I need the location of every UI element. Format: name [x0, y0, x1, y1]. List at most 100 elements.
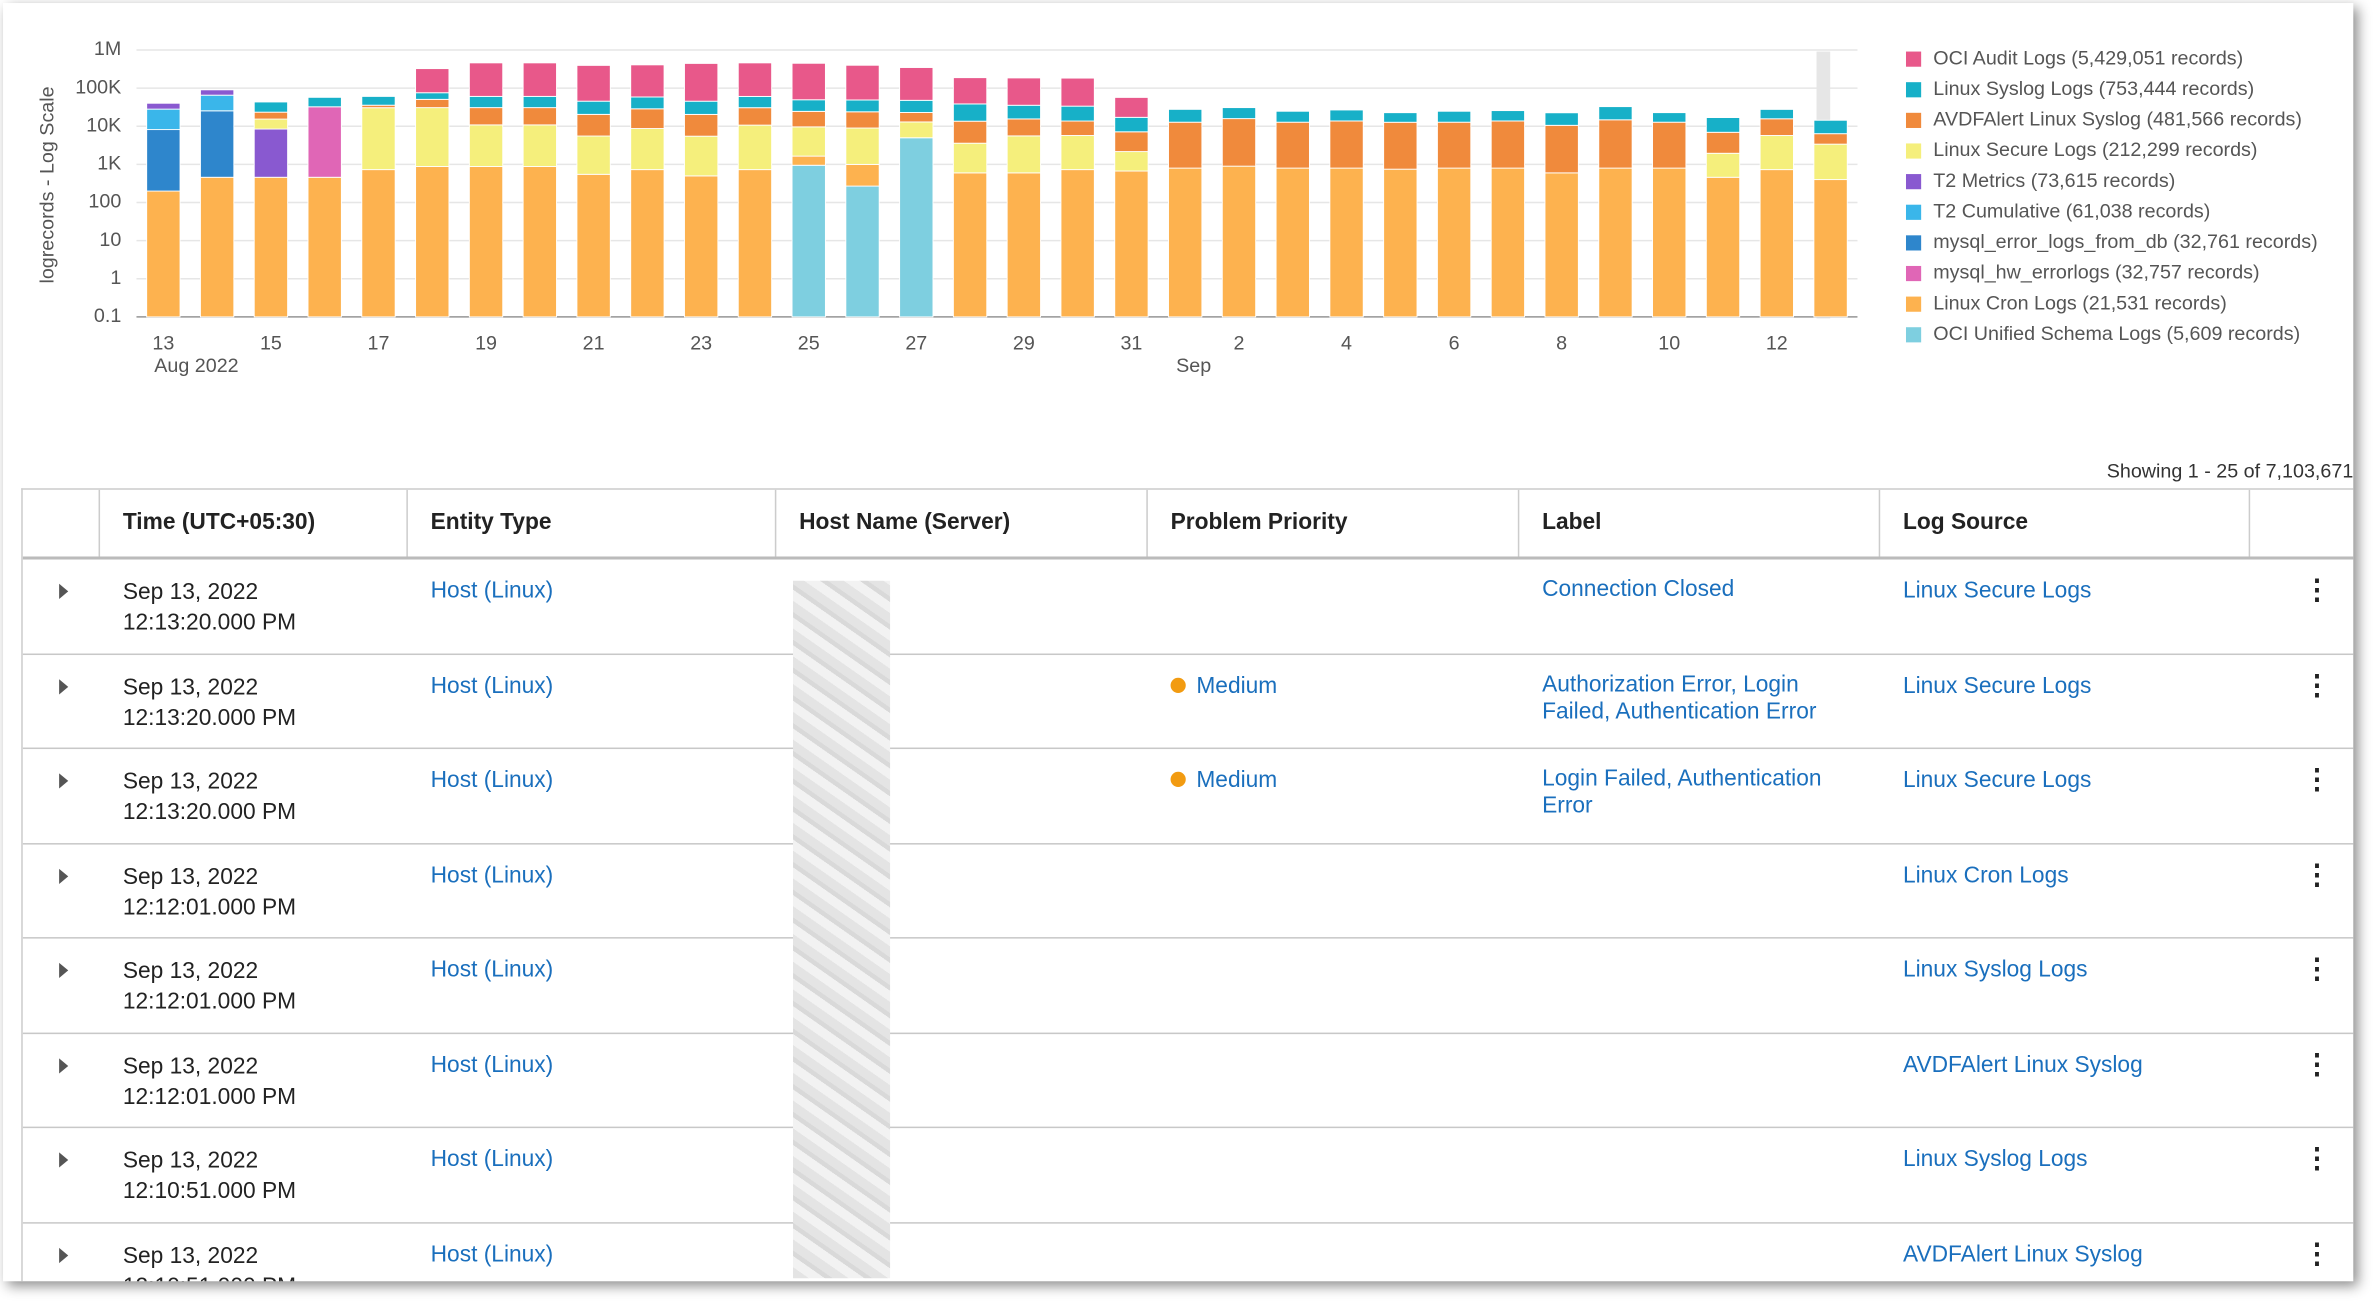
legend-label: mysql_error_logs_from_db (32,761 records… [1933, 231, 2317, 253]
log-source-link[interactable]: Linux Secure Logs [1902, 767, 2092, 794]
bar-segment [1436, 167, 1472, 318]
bar-segment [146, 102, 181, 110]
time-clock: 12:10:51.000 PM [122, 1178, 297, 1204]
column-separator [2248, 489, 2251, 557]
host-name-redacted [793, 580, 891, 1279]
log-source-link[interactable]: Linux Syslog Logs [1902, 1146, 2088, 1173]
legend-label: OCI Audit Logs (5,429,051 records) [1933, 47, 2243, 69]
expand-toggle[interactable] [59, 773, 69, 789]
log-source-link[interactable]: Linux Secure Logs [1902, 577, 2092, 604]
bar-segment [1813, 133, 1848, 145]
label-link[interactable]: Connection Closed [1542, 576, 1735, 602]
expand-toggle[interactable] [59, 1152, 69, 1168]
row-menu[interactable]: ⋮ [2303, 1048, 2331, 1079]
table-row: Sep 13, 2022 12:10:51.000 PM Host (Linux) L… [22, 1128, 2354, 1223]
bar-segment [1705, 117, 1741, 133]
label-link[interactable]: Authorization Error, Login Failed, Authe… [1542, 670, 1817, 725]
column-separator [406, 489, 408, 557]
log-source-link[interactable]: AVDFAlert Linux Syslog [1902, 1241, 2143, 1267]
column-header[interactable]: Problem Priority [1170, 509, 1348, 536]
table-row: Sep 13, 2022 12:12:01.000 PM Host (Linux) A… [22, 1033, 2354, 1129]
row-menu[interactable]: ⋮ [2303, 574, 2331, 606]
x-tick-label: 19 [475, 332, 497, 354]
priority-link[interactable]: Medium [1170, 671, 1277, 701]
bar-segment [1490, 110, 1526, 122]
bar-segment [307, 96, 342, 108]
expand-toggle[interactable] [59, 962, 69, 979]
y-tick-label: 100 [88, 191, 121, 213]
row-menu[interactable]: ⋮ [2303, 1143, 2331, 1174]
y-tick-label: 0.1 [94, 305, 121, 327]
log-source-link[interactable]: Linux Secure Logs [1902, 672, 2092, 699]
expand-toggle[interactable] [59, 1057, 69, 1073]
bar-segment [468, 166, 504, 318]
bar-segment [415, 98, 450, 109]
priority-link[interactable]: Medium [1170, 766, 1277, 796]
row-menu[interactable]: ⋮ [2303, 1238, 2331, 1269]
y-tick-label: 1M [94, 38, 121, 60]
column-header[interactable]: Label [1542, 509, 1602, 536]
time-clock: 12:13:20.000 PM [122, 704, 297, 731]
bar-segment [1006, 135, 1041, 174]
log-source-link[interactable]: Linux Syslog Logs [1902, 956, 2088, 983]
bar-segment [1275, 121, 1310, 169]
x-tick-label: 10 [1658, 332, 1680, 354]
legend-swatch [1905, 327, 1922, 343]
entity-link[interactable]: Host (Linux) [430, 862, 554, 888]
bar-segment [1759, 118, 1794, 136]
log-source-link[interactable]: AVDFAlert Linux Syslog [1902, 1051, 2143, 1078]
legend-label: Linux Secure Logs (212,299 records) [1933, 139, 2257, 161]
row-menu[interactable]: ⋮ [2303, 953, 2331, 985]
expand-toggle[interactable] [59, 583, 69, 599]
entity-link[interactable]: Host (Linux) [430, 1241, 554, 1267]
column-separator [98, 489, 101, 557]
bar-segment [576, 135, 611, 175]
column-separator [1878, 489, 1881, 557]
entity-link[interactable]: Host (Linux) [430, 672, 554, 699]
entity-link[interactable]: Host (Linux) [430, 956, 554, 983]
label-link[interactable]: Login Failed, Authentication Error [1542, 765, 1822, 819]
x-tick-label: 25 [798, 332, 820, 354]
entity-link[interactable]: Host (Linux) [430, 767, 554, 794]
column-header[interactable]: Entity Type [430, 509, 552, 536]
bar-segment [468, 124, 504, 167]
expand-toggle[interactable] [59, 868, 69, 884]
column-header[interactable]: Host Name (Server) [799, 509, 1011, 536]
column-header[interactable]: Log Source [1902, 509, 2029, 536]
bar-segment [1598, 119, 1633, 169]
entity-link[interactable]: Host (Linux) [430, 1146, 554, 1173]
bar-segment [1436, 110, 1472, 123]
bar-segment [845, 99, 880, 113]
row-menu[interactable]: ⋮ [2303, 764, 2331, 795]
row-menu[interactable]: ⋮ [2303, 858, 2331, 890]
bar-segment [630, 96, 665, 110]
bar-segment [899, 121, 934, 139]
bar-segment [200, 110, 235, 178]
table-header-row[interactable]: Time (UTC+05:30) Entity Type Host Name (Se… [22, 489, 2354, 560]
column-header[interactable]: Time (UTC+05:30) [122, 509, 316, 536]
bar-segment [522, 107, 557, 126]
expand-toggle[interactable] [59, 1247, 69, 1263]
bar-segment [200, 176, 235, 318]
bar-segment [684, 175, 719, 318]
y-tick-label: 10 [99, 229, 121, 251]
time-clock: 12:12:01.000 PM [122, 893, 297, 920]
entity-link[interactable]: Host (Linux) [430, 1051, 554, 1078]
table-row: Sep 13, 2022 12:12:01.000 PM Host (Linux) L… [22, 939, 2354, 1034]
log-source-link[interactable]: Linux Cron Logs [1902, 862, 2069, 888]
time-date: Sep 13, 2022 [122, 673, 259, 700]
bar-segment [737, 107, 773, 126]
table-row: Sep 13, 2022 12:12:01.000 PM Host (Linux) L… [22, 844, 2354, 939]
bar-segment [146, 129, 181, 192]
bar-segment [200, 89, 235, 96]
bar-segment [1060, 135, 1095, 171]
row-menu[interactable]: ⋮ [2303, 669, 2331, 700]
expand-toggle[interactable] [59, 678, 69, 694]
bar-segment [1275, 110, 1310, 123]
time-date: Sep 13, 2022 [122, 863, 259, 890]
bar-segment [684, 62, 719, 102]
time-clock: 12:12:01.000 PM [122, 988, 297, 1015]
bar-segment [1544, 124, 1579, 174]
bar-segment [1060, 77, 1095, 107]
entity-link[interactable]: Host (Linux) [430, 577, 554, 604]
